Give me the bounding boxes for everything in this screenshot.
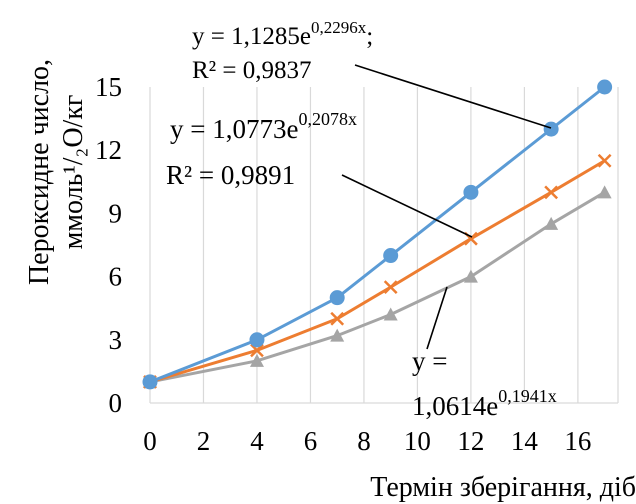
y-tick-label: 12 [95,135,122,165]
annotation-orange-line1: y = 1,0773e0,2078x [170,109,357,144]
x-tick-label: 14 [511,426,539,456]
marker-circle [543,121,559,137]
y-tick-label: 15 [95,72,122,102]
marker-triangle [249,353,264,367]
series-markers [142,79,613,390]
marker-circle [329,290,345,306]
marker-circle [463,184,479,200]
y-axis-title-line1: Пероксидне число, [24,59,55,285]
x-tick-label: 0 [143,426,157,456]
marker-triangle [597,185,612,199]
trendline-annotation-blue: y = 1,1285e0,2296x; R² = 0,9837 [192,18,552,129]
marker-x [544,185,559,200]
marker-x [597,153,612,168]
vertical-gridlines [202,87,619,403]
y-axis-title-line2: ммоль¹/₂О/кг [58,95,89,250]
y-tick-label: 3 [109,325,123,355]
y-axis-title: Пероксидне число, ммоль¹/₂О/кг [24,59,89,285]
annotation-blue-pointer [354,64,552,129]
marker-triangle [544,216,559,230]
annotation-blue-line1: y = 1,1285e0,2296x; [192,18,373,50]
series-line-x [149,159,606,384]
x-tick-labels: 0 2 4 6 8 10 12 14 16 [143,426,591,456]
marker-triangle [383,307,398,321]
annotation-gray-pointer [426,286,448,350]
x-tick-label: 2 [197,426,211,456]
marker-triangle [463,269,478,283]
y-tick-label: 0 [109,388,123,418]
marker-circle [249,332,265,348]
annotation-gray-line1: y = [412,346,447,376]
y-tick-label: 6 [109,262,123,292]
marker-circle [142,374,158,390]
trendline-annotation-orange: y = 1,0773e0,2078x R² = 0,9891 [166,109,473,238]
x-tick-label: 6 [304,426,318,456]
marker-triangle [330,328,345,342]
marker-x [250,343,264,358]
y-tick-label: 9 [109,198,123,228]
x-tick-label: 12 [457,426,484,456]
annotation-gray-line2: 1,0614e0,1941x [412,386,557,421]
marker-circle [383,248,399,264]
marker-x [330,311,345,326]
annotation-orange-pointer [341,174,473,238]
x-tick-label: 8 [357,426,371,456]
y-tick-labels: 0 3 6 9 12 15 [95,72,122,418]
x-tick-label: 4 [250,426,264,456]
annotation-blue-line2: R² = 0,9837 [192,57,312,84]
x-axis-title: Термін зберігання, діб [370,472,636,503]
marker-x [383,280,398,295]
x-tick-label: 10 [404,426,431,456]
axes [149,87,618,404]
marker-circle [597,79,613,95]
x-tick-label: 16 [564,426,591,456]
trendline-annotation-gray: y = 1,0614e0,1941x [412,286,557,421]
annotation-orange-line2: R² = 0,9891 [166,160,295,190]
